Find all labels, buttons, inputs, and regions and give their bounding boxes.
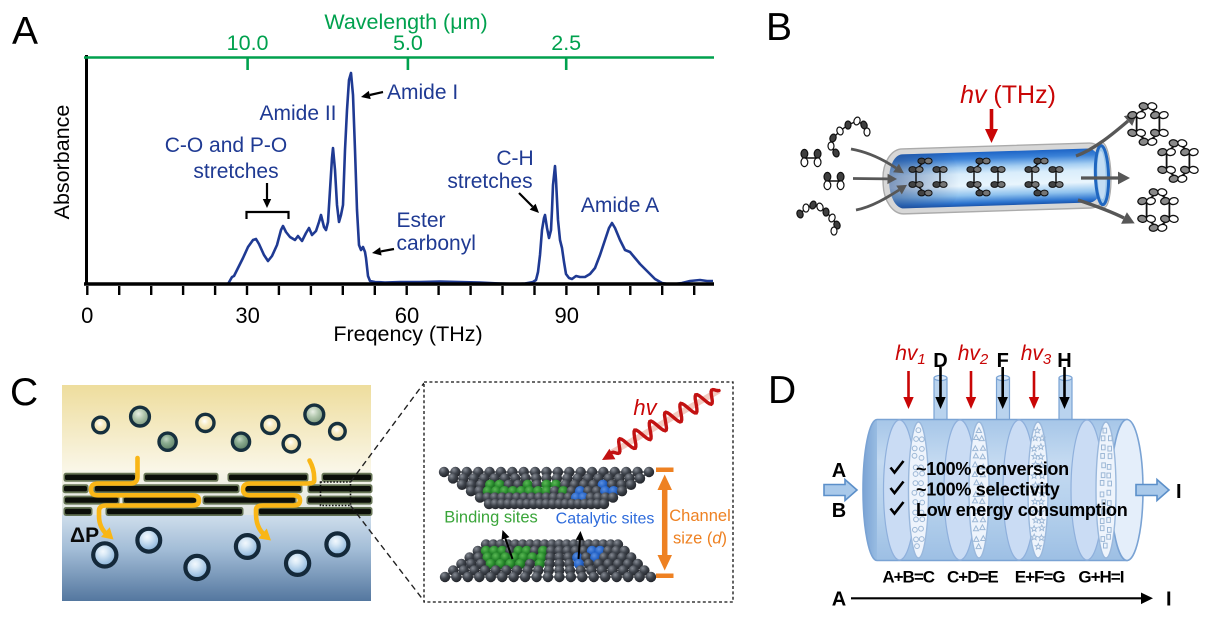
svg-text:hv: hv [633,395,658,420]
svg-text:Freqency (THz): Freqency (THz) [333,322,482,346]
svg-text:carbonyl: carbonyl [397,232,476,255]
svg-text:Channel: Channel [669,507,730,525]
svg-text:I: I [1166,589,1172,611]
svg-text:~100% conversion: ~100% conversion [916,459,1069,479]
svg-text:Catalytic sites: Catalytic sites [556,511,655,528]
svg-text:stretches: stretches [193,160,278,183]
svg-text:A: A [12,10,38,53]
svg-text:C-H: C-H [496,147,533,170]
svg-text:30: 30 [235,303,259,328]
svg-text:B: B [832,500,846,522]
svg-text:2.5: 2.5 [551,31,581,55]
svg-text:D: D [933,350,947,372]
svg-text:C-O and P-O: C-O and P-O [165,134,288,157]
svg-text:Wavelength (μm): Wavelength (μm) [324,10,487,34]
svg-text:5.0: 5.0 [393,31,423,55]
svg-text:60: 60 [395,303,419,328]
svg-text:G+H=I: G+H=I [1078,568,1123,587]
svg-text:D: D [768,369,796,412]
svg-text:I: I [1176,481,1182,503]
svg-text:hv (THz): hv (THz) [960,81,1056,109]
svg-text:ΔP: ΔP [70,524,99,547]
svg-text:C+D=E: C+D=E [947,568,998,587]
svg-text:Absorbance: Absorbance [50,105,74,220]
svg-text:0: 0 [81,303,93,328]
svg-text:A: A [832,460,846,482]
svg-text:90: 90 [555,303,579,328]
svg-text:~100% selectivity: ~100% selectivity [916,480,1060,500]
svg-text:10.0: 10.0 [227,31,269,55]
svg-text:Amide A: Amide A [581,194,659,217]
svg-text:A+B=C: A+B=C [882,568,934,587]
svg-text:Amide I: Amide I [387,81,458,104]
svg-text:H: H [1057,350,1071,372]
svg-text:F: F [997,350,1009,372]
svg-text:Low energy consumption: Low energy consumption [916,500,1127,520]
svg-text:E+F=G: E+F=G [1015,568,1066,587]
svg-text:B: B [766,6,792,49]
svg-text:Amide II: Amide II [259,102,336,125]
svg-text:stretches: stretches [447,170,532,193]
svg-text:size (d): size (d) [673,530,727,548]
svg-text:Binding sites: Binding sites [444,509,538,527]
svg-text:A: A [832,589,846,611]
svg-text:Ester: Ester [397,209,446,232]
svg-text:C: C [10,371,38,414]
